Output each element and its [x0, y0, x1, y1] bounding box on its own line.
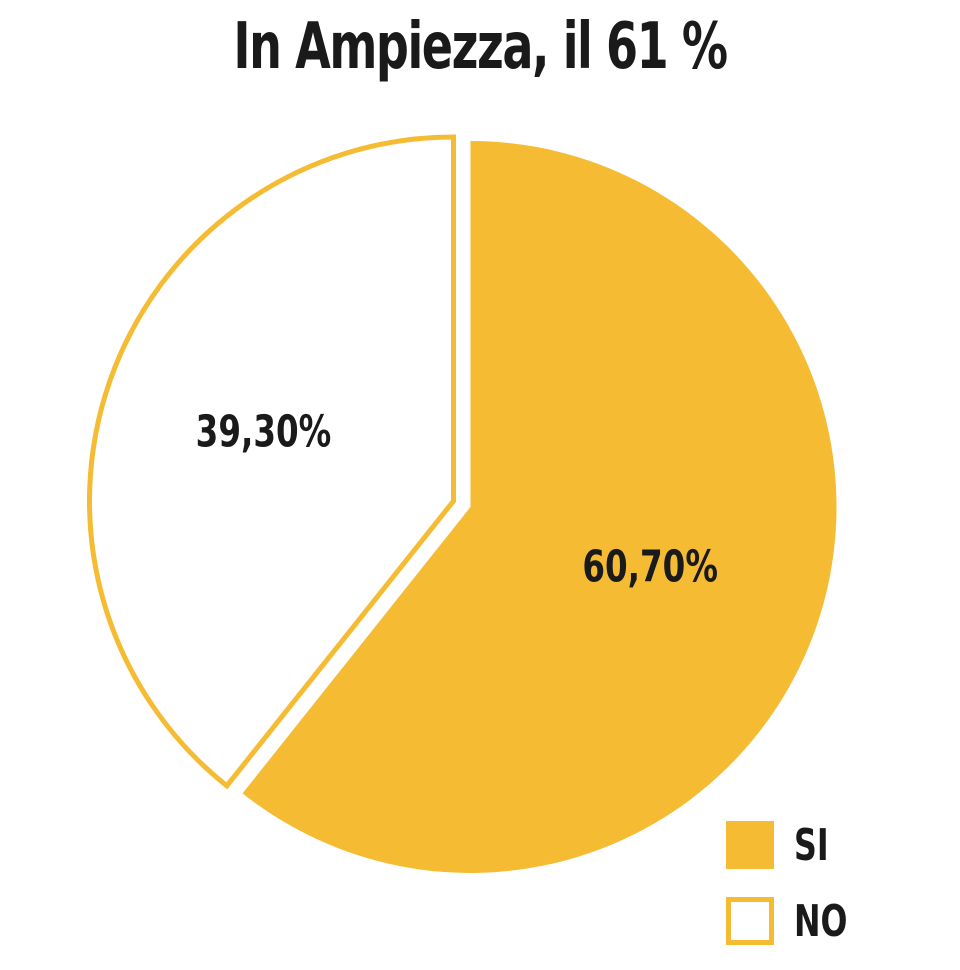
pie-slices	[87, 134, 837, 873]
legend-swatch-si	[726, 821, 774, 869]
pie-slice-no	[87, 134, 457, 790]
legend-label-si: SI	[794, 819, 829, 871]
pie-labels: 60,70% 39,30%	[196, 407, 718, 593]
legend-item-si: SI	[726, 818, 946, 872]
pie-slice-si	[242, 140, 837, 873]
legend: SI NO	[726, 818, 946, 970]
pie-label-no: 39,30%	[196, 407, 332, 458]
legend-label-no: NO	[794, 895, 848, 947]
legend-item-no: NO	[726, 894, 946, 948]
chart-title: In Ampiezza, il 61 %	[233, 10, 728, 84]
legend-swatch-no	[726, 897, 774, 945]
pie-label-si: 60,70%	[582, 542, 718, 593]
